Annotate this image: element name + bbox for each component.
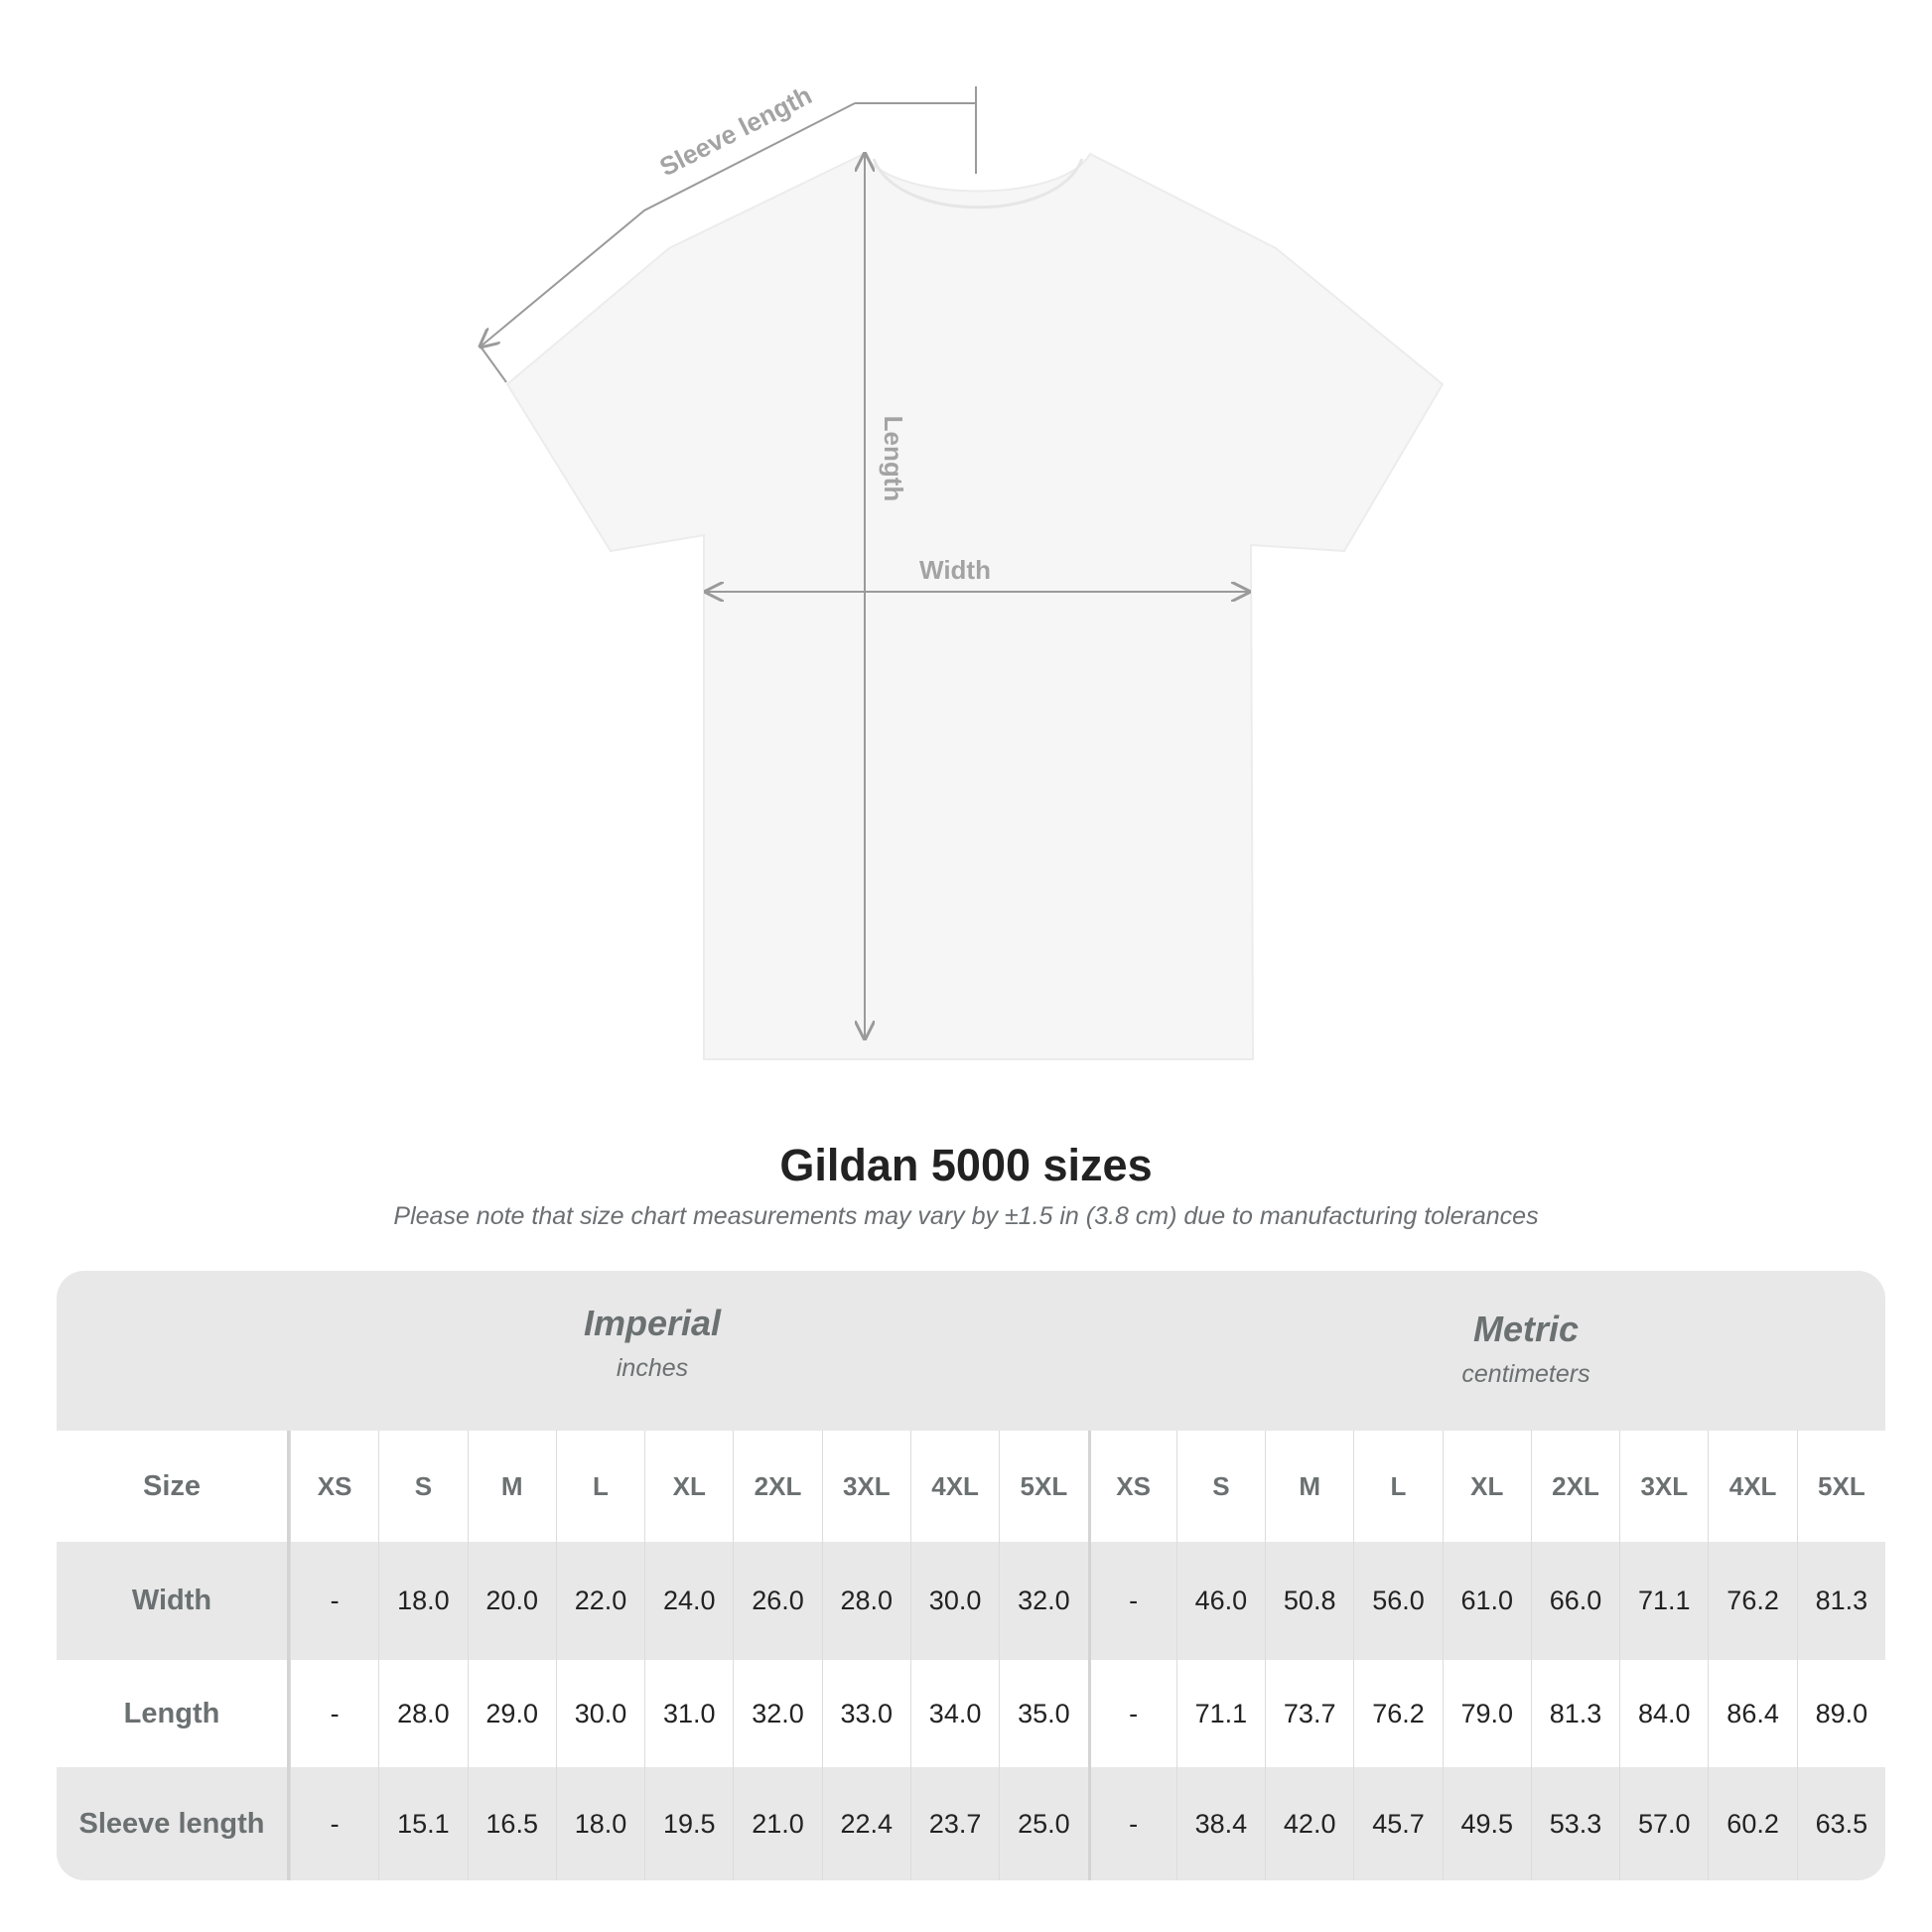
metric-value-cell: 81.3 [1530, 1660, 1620, 1767]
imperial-value-cell: 20.0 [467, 1542, 556, 1660]
metric-value-cell: 76.2 [1353, 1660, 1443, 1767]
imperial-value-cell: - [290, 1542, 379, 1660]
imperial-size-header: 5XL [999, 1431, 1088, 1542]
imperial-size-header: 2XL [733, 1431, 822, 1542]
imperial-value-cell: 25.0 [999, 1767, 1088, 1880]
metric-value-cell: 46.0 [1175, 1542, 1266, 1660]
imperial-title: Imperial [583, 1303, 722, 1343]
metric-size-header: L [1353, 1431, 1443, 1542]
imperial-value-cell: 24.0 [644, 1542, 734, 1660]
imperial-value-cell: 28.0 [378, 1660, 468, 1767]
imperial-value-cell: 28.0 [821, 1542, 910, 1660]
metric-size-header: S [1175, 1431, 1266, 1542]
metric-size-header: XS [1087, 1431, 1176, 1542]
metric-value-cell: 76.2 [1708, 1542, 1797, 1660]
metric-value-cell: 89.0 [1796, 1660, 1885, 1767]
imperial-header: Imperial inches [354, 1303, 950, 1383]
imperial-value-cell: 22.0 [555, 1542, 645, 1660]
metric-size-header: 4XL [1708, 1431, 1797, 1542]
imperial-value-cell: 26.0 [733, 1542, 822, 1660]
imperial-unit: inches [616, 1354, 689, 1382]
row-label: Sleeve length [57, 1767, 290, 1880]
metric-value-cell: 66.0 [1530, 1542, 1620, 1660]
imperial-value-cell: 22.4 [821, 1767, 910, 1880]
imperial-value-cell: 18.0 [378, 1542, 468, 1660]
metric-value-cell: 50.8 [1265, 1542, 1354, 1660]
metric-value-cell: - [1087, 1660, 1176, 1767]
imperial-value-cell: 32.0 [733, 1660, 822, 1767]
metric-value-cell: 53.3 [1530, 1767, 1620, 1880]
metric-size-header: 2XL [1530, 1431, 1620, 1542]
tolerance-note: Please note that size chart measurements… [393, 1202, 1539, 1230]
metric-size-header: 3XL [1619, 1431, 1709, 1542]
metric-title: Metric [1472, 1309, 1580, 1349]
imperial-size-header: 3XL [821, 1431, 910, 1542]
imperial-value-cell: - [290, 1660, 379, 1767]
tshirt-shape [505, 152, 1445, 1060]
metric-header: Metric centimeters [1228, 1309, 1824, 1389]
imperial-value-cell: 34.0 [909, 1660, 1000, 1767]
imperial-value-cell: 31.0 [644, 1660, 734, 1767]
metric-size-header: XL [1442, 1431, 1531, 1542]
metric-value-cell: 63.5 [1796, 1767, 1885, 1880]
size-row-label: Size [57, 1431, 290, 1542]
imperial-value-cell: 21.0 [733, 1767, 822, 1880]
metric-value-cell: 73.7 [1265, 1660, 1354, 1767]
size-table: Imperial inches Metric centimeters Size X… [57, 1271, 1885, 1880]
metric-value-cell: 45.7 [1353, 1767, 1443, 1880]
sleeve-length-label: Sleeve length [654, 80, 816, 183]
metric-value-cell: 84.0 [1619, 1660, 1709, 1767]
length-label: Length [879, 416, 908, 502]
metric-value-cell: 60.2 [1708, 1767, 1797, 1880]
imperial-size-header: XL [644, 1431, 734, 1542]
row-label: Width [57, 1542, 290, 1660]
metric-size-header: 5XL [1796, 1431, 1885, 1542]
row-label: Length [57, 1660, 290, 1767]
metric-value-cell: - [1087, 1767, 1176, 1880]
metric-value-cell: 61.0 [1442, 1542, 1531, 1660]
imperial-size-header: XS [290, 1431, 379, 1542]
imperial-value-cell: 33.0 [821, 1660, 910, 1767]
imperial-value-cell: 19.5 [644, 1767, 734, 1880]
sleeve-length-arrow [481, 102, 856, 346]
metric-value-cell: 42.0 [1265, 1767, 1354, 1880]
imperial-size-header: 4XL [909, 1431, 1000, 1542]
imperial-value-cell: 30.0 [555, 1660, 645, 1767]
imperial-value-cell: 18.0 [555, 1767, 645, 1880]
tshirt-diagram: Sleeve length Length Width [0, 80, 1445, 1060]
page-title: Gildan 5000 sizes [779, 1140, 1153, 1190]
width-label: Width [919, 555, 991, 585]
unit-system-header: Imperial inches Metric centimeters [57, 1271, 1885, 1431]
imperial-size-header: L [555, 1431, 645, 1542]
metric-value-cell: 49.5 [1442, 1767, 1531, 1880]
metric-value-cell: 56.0 [1353, 1542, 1443, 1660]
metric-unit: centimeters [1461, 1360, 1590, 1388]
imperial-size-header: M [467, 1431, 556, 1542]
metric-value-cell: 57.0 [1619, 1767, 1709, 1880]
metric-value-cell: 79.0 [1442, 1660, 1531, 1767]
metric-value-cell: 38.4 [1175, 1767, 1266, 1880]
metric-value-cell: - [1087, 1542, 1176, 1660]
imperial-value-cell: 32.0 [999, 1542, 1088, 1660]
imperial-value-cell: 29.0 [467, 1660, 556, 1767]
size-grid: Size XS S M L XL 2XL 3XL 4XL 5XL XS S M L XL 2XL 3XL 4XL 5… [57, 1431, 1885, 1880]
imperial-value-cell: 15.1 [378, 1767, 468, 1880]
metric-value-cell: 86.4 [1708, 1660, 1797, 1767]
metric-value-cell: 81.3 [1796, 1542, 1885, 1660]
imperial-value-cell: 30.0 [909, 1542, 1000, 1660]
imperial-value-cell: - [290, 1767, 379, 1880]
imperial-size-header: S [378, 1431, 468, 1542]
imperial-value-cell: 23.7 [909, 1767, 1000, 1880]
metric-value-cell: 71.1 [1619, 1542, 1709, 1660]
imperial-value-cell: 16.5 [467, 1767, 556, 1880]
imperial-value-cell: 35.0 [999, 1660, 1088, 1767]
metric-value-cell: 71.1 [1175, 1660, 1266, 1767]
metric-size-header: M [1265, 1431, 1354, 1542]
